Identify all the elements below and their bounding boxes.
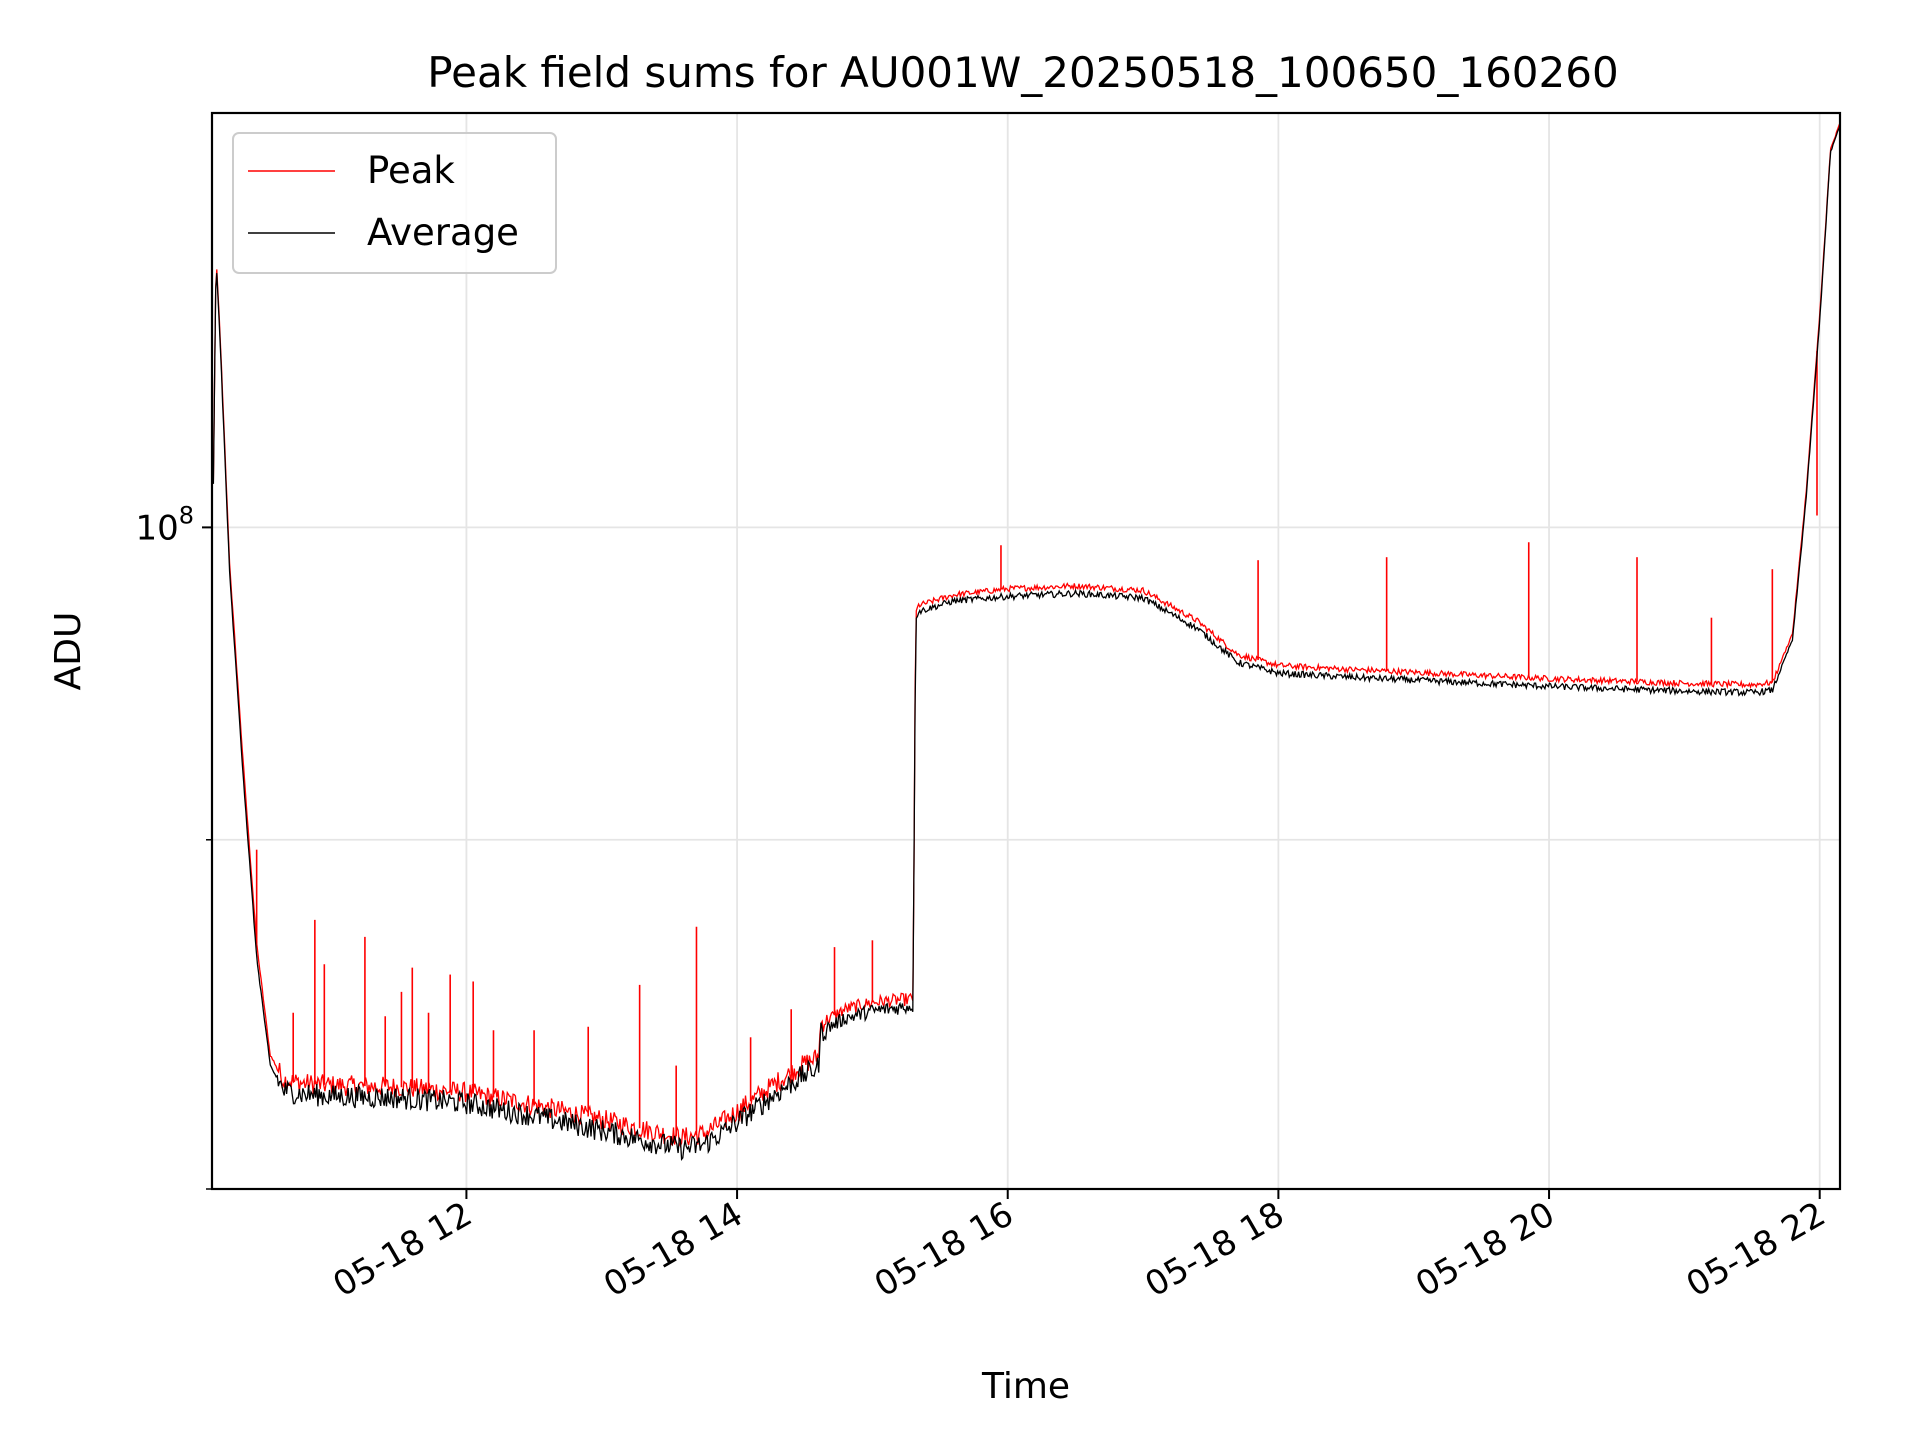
y-axis-label: ADU <box>48 612 89 691</box>
x-axis-label: Time <box>981 1366 1070 1407</box>
plot-area <box>212 122 1841 1161</box>
legend: Peak Average <box>232 132 557 274</box>
legend-box <box>232 132 557 274</box>
legend-label-average: Average <box>367 211 519 254</box>
series-peak-line <box>212 122 1841 1148</box>
series-average-line <box>212 125 1841 1161</box>
y-tick-label: 108 <box>135 501 194 548</box>
legend-label-peak: Peak <box>367 149 455 192</box>
chart-title: Peak field sums for AU001W_20250518_1006… <box>427 48 1618 97</box>
axes-frame <box>210 111 1842 1191</box>
